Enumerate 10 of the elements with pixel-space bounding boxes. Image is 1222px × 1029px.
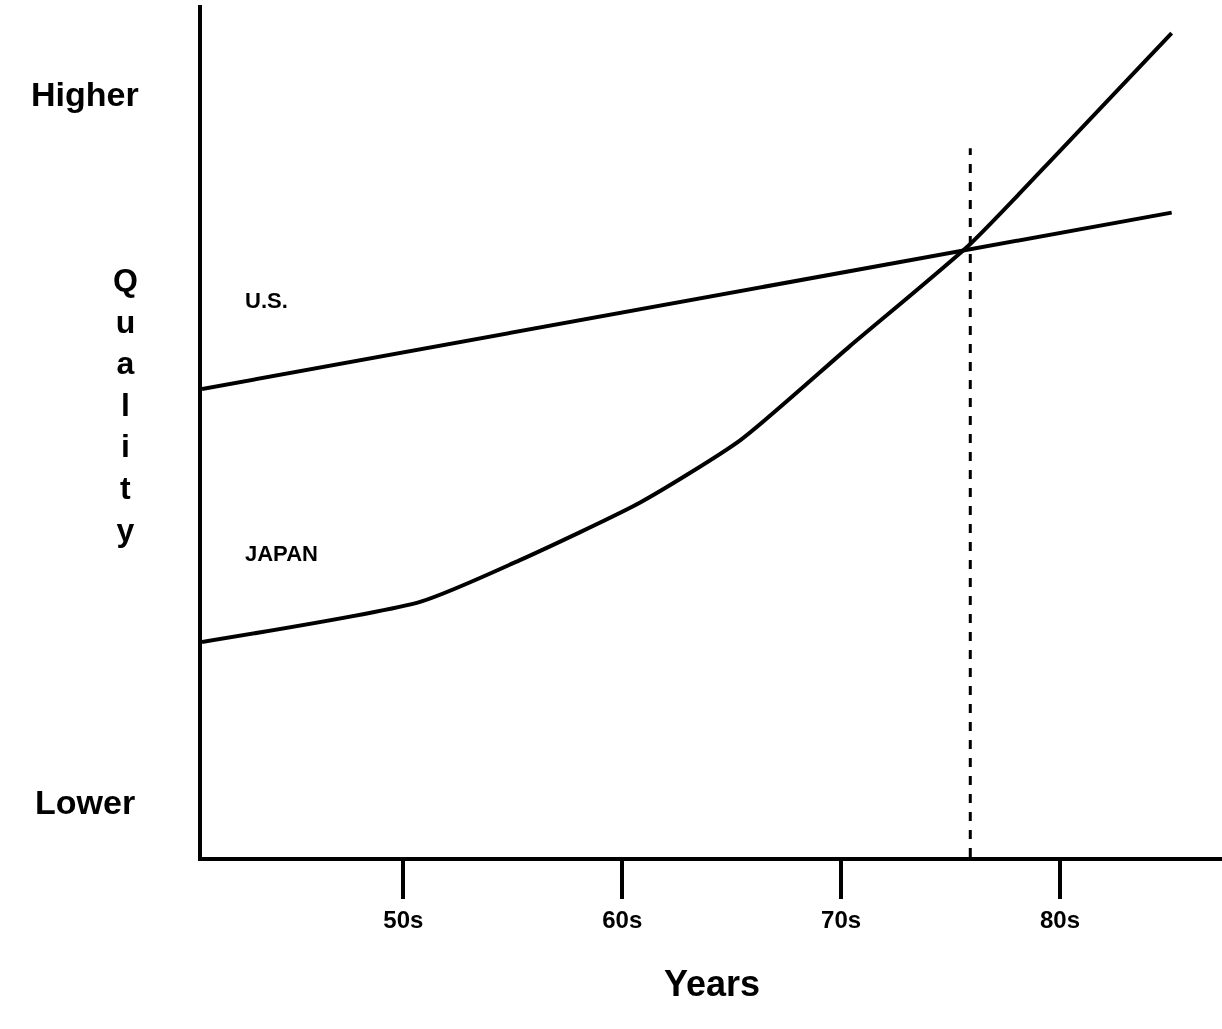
text: U.S. <box>245 288 288 313</box>
text: Higher <box>31 75 139 113</box>
y-axis-title: Quality <box>113 262 138 548</box>
x-axis-title: Years <box>663 963 761 1004</box>
x-tick-label: 80s <box>1040 905 1081 933</box>
x-tick-label: 50s <box>383 905 424 933</box>
text: JAPAN <box>245 541 318 566</box>
x-tick-label: 60s <box>602 905 643 933</box>
text: Lower <box>35 783 136 821</box>
x-tick-label: 70s <box>821 905 862 933</box>
